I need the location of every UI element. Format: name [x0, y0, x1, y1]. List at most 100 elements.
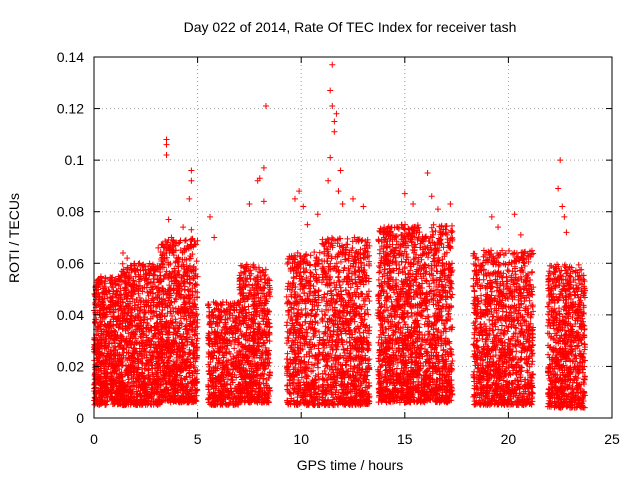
data-point	[115, 335, 122, 342]
data-point	[102, 283, 109, 290]
data-point	[115, 307, 122, 314]
data-point	[120, 269, 127, 276]
data-point	[101, 309, 108, 316]
data-point	[113, 396, 120, 403]
data-point	[107, 298, 114, 305]
data-point	[106, 320, 113, 327]
data-point	[99, 290, 106, 297]
data-point	[155, 363, 162, 370]
data-point	[136, 351, 143, 358]
data-point	[94, 326, 101, 333]
data-point	[116, 351, 123, 358]
data-point	[153, 370, 160, 377]
data-point	[112, 281, 119, 288]
data-point	[136, 294, 143, 301]
data-point	[150, 333, 157, 340]
data-point	[143, 332, 150, 339]
data-point	[141, 346, 148, 353]
data-point	[109, 375, 116, 382]
data-point	[98, 318, 105, 325]
data-point	[136, 276, 143, 283]
data-point	[98, 361, 105, 368]
data-point	[95, 340, 102, 347]
data-point	[148, 327, 155, 334]
data-point	[110, 364, 117, 371]
data-point	[140, 267, 147, 274]
data-point	[133, 390, 140, 397]
data-point	[104, 329, 111, 336]
data-point	[134, 375, 141, 382]
data-point	[93, 293, 100, 300]
data-point	[147, 266, 154, 273]
data-point	[125, 330, 132, 337]
data-point	[118, 355, 125, 362]
data-point	[102, 336, 109, 343]
data-point	[105, 388, 112, 395]
data-point	[98, 392, 105, 399]
data-point	[110, 344, 117, 351]
data-point	[91, 371, 98, 378]
data-point	[91, 384, 98, 391]
data-point	[146, 397, 153, 404]
data-point	[137, 393, 144, 400]
data-point	[104, 357, 111, 364]
data-point	[114, 288, 121, 295]
data-point	[110, 323, 117, 330]
data-point	[127, 292, 134, 299]
data-point	[113, 321, 120, 328]
data-point	[95, 278, 102, 285]
data-point	[97, 274, 104, 281]
data-points	[91, 61, 589, 411]
data-point	[132, 335, 139, 342]
data-point	[95, 297, 102, 304]
data-point	[145, 371, 152, 378]
data-point	[149, 286, 156, 293]
data-point	[102, 401, 109, 408]
data-point	[109, 329, 116, 336]
data-point	[117, 285, 124, 292]
data-point	[141, 310, 148, 317]
data-point	[147, 302, 154, 309]
data-point	[125, 350, 132, 357]
data-point	[106, 360, 113, 367]
data-point	[99, 360, 106, 367]
data-point	[120, 306, 127, 313]
data-point	[92, 318, 99, 325]
data-point	[131, 358, 138, 365]
data-point	[148, 338, 155, 345]
data-point	[122, 327, 129, 334]
data-point	[95, 289, 102, 296]
data-point	[107, 384, 114, 391]
data-point	[118, 362, 125, 369]
data-point	[101, 345, 108, 352]
data-point	[128, 374, 135, 381]
data-point	[94, 301, 101, 308]
data-point	[140, 314, 147, 321]
data-point	[101, 280, 108, 287]
data-point	[139, 355, 146, 362]
data-point	[112, 302, 119, 309]
data-point	[104, 350, 111, 357]
data-point	[145, 263, 152, 270]
data-point	[128, 289, 135, 296]
data-point	[99, 306, 106, 313]
data-point	[144, 357, 151, 364]
data-point	[98, 336, 105, 343]
data-point	[102, 275, 109, 282]
data-point	[105, 340, 112, 347]
data-point	[97, 396, 104, 403]
data-point	[145, 292, 152, 299]
data-point	[109, 274, 116, 281]
data-point	[134, 366, 141, 373]
data-point	[102, 388, 109, 395]
data-point	[98, 369, 105, 376]
data-point	[110, 293, 117, 300]
data-point	[140, 261, 147, 268]
data-point	[99, 383, 106, 390]
data-point	[103, 381, 110, 388]
data-point	[140, 328, 147, 335]
data-point	[105, 363, 112, 370]
data-point	[97, 303, 104, 310]
data-point	[101, 291, 108, 298]
data-point	[108, 308, 115, 315]
